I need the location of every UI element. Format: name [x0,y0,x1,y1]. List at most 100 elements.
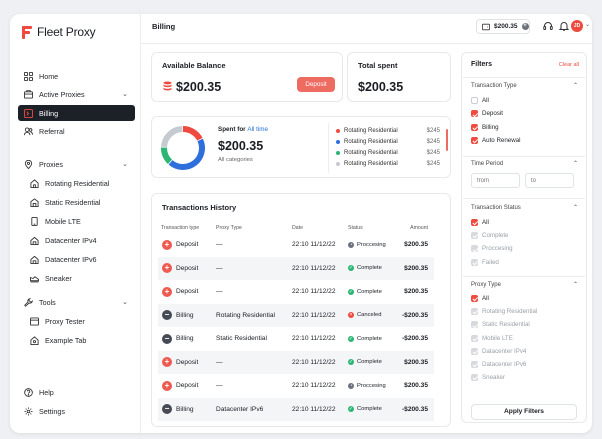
sidebar-item-datacenter-ipv4[interactable]: Datacenter IPv4 [24,232,135,248]
headset-icon[interactable] [543,21,553,31]
sidebar-item-referral[interactable]: Referral [18,123,135,139]
spent-period-link[interactable]: All time [247,126,269,133]
legend-value: $245 [426,139,440,145]
checkbox[interactable] [471,308,478,316]
spent-breakdown-card: Spent for All time $200.35 All categorie… [151,116,451,178]
checkbox[interactable] [471,347,478,355]
table-row[interactable]: + Deposit —22:10 11/12/22 ✓ Complete $200.35 [158,350,434,374]
checkbox[interactable] [471,97,478,104]
checkbox[interactable] [471,123,478,131]
date-to-input[interactable] [525,173,574,188]
sidebar-item-label: Datacenter IPv4 [45,235,97,245]
checkbox[interactable] [471,219,478,226]
filter-checkbox[interactable]: All [471,219,489,226]
sidebar-item-label: Help [39,387,54,397]
table-row[interactable]: + Deposit —22:10 11/12/22 ✓ Complete $200.35 [158,256,434,280]
legend-item: Rotating Residential $245 [336,150,440,156]
sidebar-item-example-tab[interactable]: Example Tab [24,332,135,348]
checkbox[interactable] [471,295,478,302]
sidebar-item-static-residential[interactable]: Static Residential [24,194,135,210]
logo[interactable]: Fleet Proxy [22,25,96,39]
column-header[interactable]: Proxy Type [216,224,242,231]
column-header[interactable]: Date [292,224,303,231]
filter-checkbox[interactable]: Billing [471,123,499,131]
sidebar-item-active-proxies[interactable]: Active Proxies ⌄ [18,86,135,102]
checkbox[interactable] [471,258,478,266]
sidebar-item-mobile-lte[interactable]: Mobile LTE [24,213,135,229]
filters-title: Filters [471,61,493,68]
filter-checkbox[interactable]: Proccesing [471,245,513,253]
transaction-type: Billing [176,311,194,319]
chevron-down-icon[interactable]: ⌄ [585,22,591,28]
sidebar-item-settings[interactable]: Settings [18,403,135,419]
column-header[interactable]: Transaction type [161,224,200,231]
table-row[interactable]: + Deposit — 22:10 11/12/22 ◔ Proccesing $200.3… [158,374,434,398]
filter-checkbox[interactable]: Static Residential [471,321,530,329]
checkbox[interactable] [471,374,478,382]
checkbox[interactable] [471,321,478,329]
spending-donut-chart [161,126,205,170]
avatar[interactable]: JD [571,20,583,32]
checkbox[interactable] [471,245,478,253]
column-header[interactable]: Status [348,224,363,231]
checkbox-label: All [482,295,489,302]
filter-checkbox[interactable]: Complete [471,232,508,240]
table-row[interactable]: + Deposit —22:10 11/12/22 ✓ Complete $200.35 [158,280,434,304]
filter-checkbox[interactable]: Failed [471,258,499,266]
wallet-balance-button[interactable]: $200.35 + [476,19,530,34]
chevron-up-icon[interactable]: ⌃ [572,83,578,89]
sidebar-section-tools[interactable]: Tools ⌄ [18,294,135,310]
chevron-up-icon[interactable]: ⌃ [572,205,578,211]
cell-proxy: — [216,241,223,249]
cell-date: 22:10 11/12/22 [292,382,336,390]
filter-checkbox[interactable]: Datacenter IPv4 [471,347,526,355]
filter-checkbox[interactable]: Sneaker [471,374,505,382]
chevron-up-icon[interactable]: ⌃ [572,161,578,167]
cell-date: 22:10 11/12/22 [292,303,348,327]
table-row[interactable]: + Deposit — 22:10 11/12/22 ◔ Proccesing $200.3… [158,233,434,257]
filter-section-title: Transaction Status [471,205,521,211]
sidebar-item-help[interactable]: Help [18,384,135,400]
clear-all-link[interactable]: Clear all [558,62,579,68]
checkbox[interactable] [471,110,478,118]
sidebar-item-home[interactable]: Home [18,68,135,84]
total-spent-card: Total spent $200.35 [347,52,451,102]
filter-checkbox[interactable]: All [471,97,489,104]
sidebar-section-proxies[interactable]: Proxies ⌄ [18,156,135,172]
table-row[interactable]: − Billing Static Residential 22:10 11/12/22… [158,327,434,351]
table-row[interactable]: − Billing Rotating Residential 22:10 11/12/… [158,303,434,327]
filter-checkbox[interactable]: Mobile LTE [471,334,513,342]
checkbox[interactable] [471,232,478,240]
sidebar-item-sneaker[interactable]: Sneaker [24,270,135,286]
filter-checkbox[interactable]: Auto Renewal [471,136,521,144]
sidebar-item-label: Proxy Tester [45,316,85,326]
wallet-icon [482,23,490,31]
filter-checkbox[interactable]: Datacenter IPv6 [471,361,526,368]
filter-checkbox[interactable]: Deposit [471,110,503,118]
chevron-up-icon[interactable]: ⌃ [572,282,578,288]
filter-checkbox[interactable]: Rotating Residential [471,308,537,316]
cell-status: ◔ Proccesing [348,233,400,257]
checkbox[interactable] [471,334,478,342]
sidebar-item-datacenter-ipv6[interactable]: Datacenter IPv6 [24,251,135,267]
apply-filters-button[interactable]: Apply Filters [471,404,577,420]
checkbox[interactable] [471,136,478,144]
status-label: Complete [357,406,382,413]
wrench-icon [24,297,33,307]
filter-checkbox[interactable]: All [471,295,489,302]
sidebar-item-proxy-tester[interactable]: Proxy Tester [24,313,135,329]
table-row[interactable]: − Billing Datacenter IPv6 22:10 11/12/22 ✓ Co… [158,397,434,421]
sidebar-item-rotating-residential[interactable]: Rotating Residential [24,175,135,191]
column-header[interactable]: Amount [410,224,428,231]
transaction-type: Deposit [176,241,199,249]
bell-icon[interactable] [558,21,570,31]
legend-scrollbar[interactable] [446,129,448,151]
date-from-input[interactable] [471,173,520,188]
deposit-button[interactable]: Deposit [297,77,335,92]
checkbox-label: All [482,97,489,104]
sidebar-item-label: Active Proxies [39,89,85,99]
checkbox[interactable] [471,361,478,368]
sidebar-item-billing[interactable]: Billing [18,105,135,121]
grid-icon [24,71,33,81]
transaction-type: Billing [176,405,194,413]
